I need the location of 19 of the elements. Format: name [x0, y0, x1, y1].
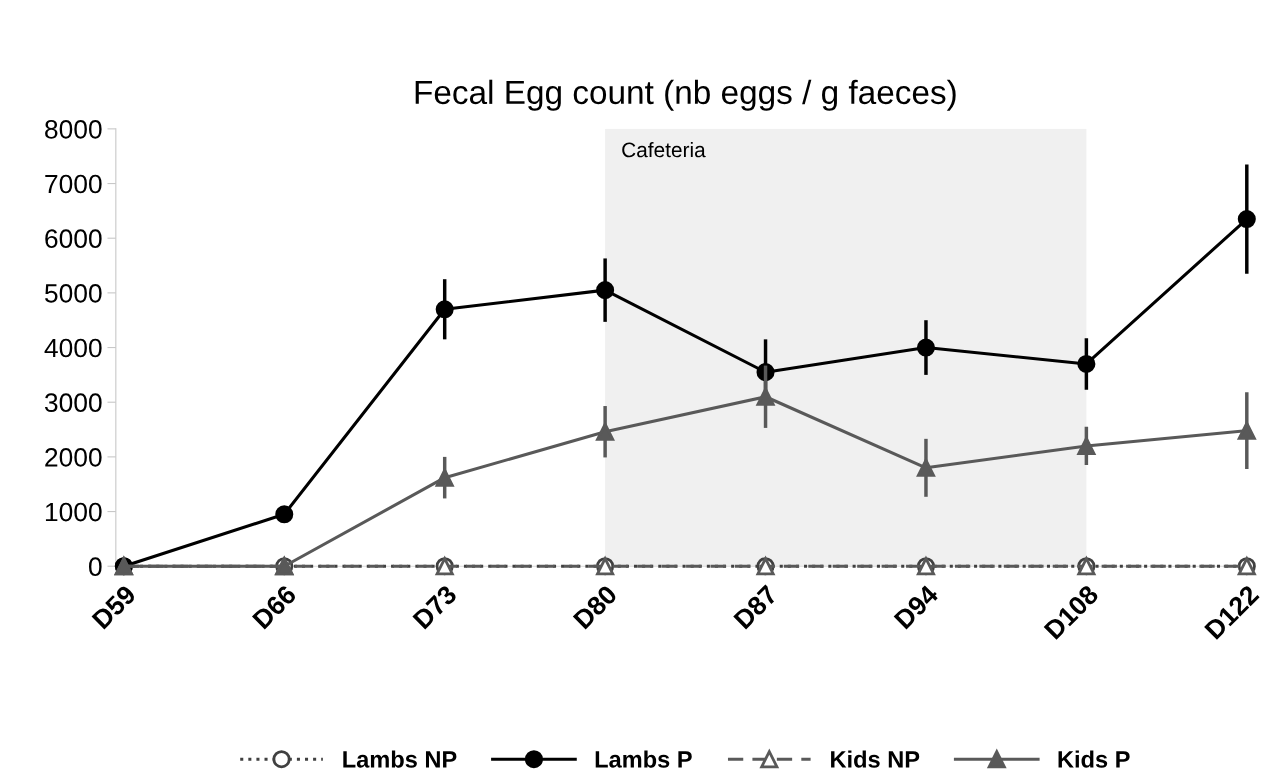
y-tick-label: 0 — [88, 557, 102, 577]
y-tick-label: 3000 — [44, 393, 102, 413]
x-tick-label: D59 — [91, 584, 137, 630]
legend-label: Kids P — [1058, 750, 1130, 768]
y-tick-label: 7000 — [45, 174, 102, 194]
y-tick-label: 6000 — [45, 229, 102, 249]
band-label: Cafeteria — [622, 141, 706, 158]
y-tick-label: 4000 — [44, 338, 102, 358]
legend-label: Lambs NP — [343, 750, 457, 768]
y-tick-label: 8000 — [45, 120, 102, 139]
x-tick-label: D66 — [251, 584, 298, 630]
y-tick-label: 1000 — [45, 502, 102, 522]
y-tick-label: 5000 — [44, 284, 102, 303]
legend-label: Kids NP — [831, 750, 920, 768]
x-tick-label: D80 — [572, 584, 619, 630]
legend-label: Lambs P — [595, 750, 692, 768]
y-tick-label: 2000 — [45, 448, 102, 467]
chart-title: Fecal Egg count (nb eggs / g faeces) — [415, 79, 956, 111]
x-tick-label: D73 — [412, 584, 458, 630]
